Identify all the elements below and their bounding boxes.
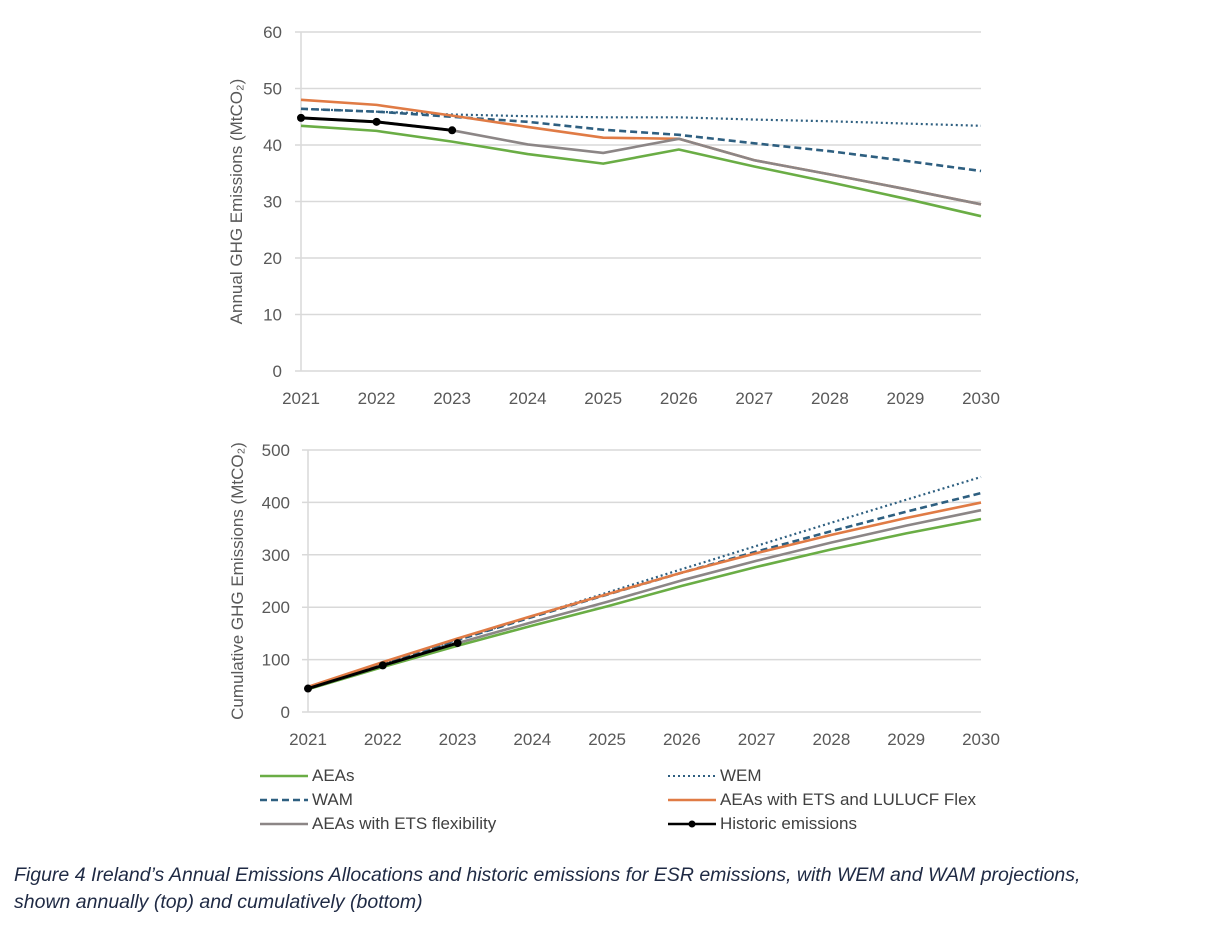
series-line-aeas: [300, 124, 982, 218]
data-point-historic: [378, 661, 387, 670]
y-tick-label: 0: [273, 362, 282, 381]
legend-item-aeas: AEAs: [258, 764, 355, 788]
legend-swatch-aeas-ets: [260, 822, 308, 826]
x-tick-label: 2028: [813, 730, 851, 749]
series-line-wam: [300, 107, 982, 173]
legend-item-aeas-ets: AEAs with ETS flexibility: [258, 812, 496, 836]
x-tick-label: 2027: [735, 389, 773, 408]
y-axis-title: Annual GHG Emissions (MtCO₂): [227, 79, 246, 325]
x-tick-label: 2025: [584, 389, 622, 408]
x-tick-label: 2030: [962, 730, 1000, 749]
x-tick-label: 2024: [513, 730, 551, 749]
caption-line-1: Figure 4 Ireland’s Annual Emissions Allo…: [14, 864, 1081, 886]
y-tick-label: 20: [263, 249, 282, 268]
x-tick-label: 2028: [811, 389, 849, 408]
y-tick-label: 40: [263, 136, 282, 155]
y-tick-label: 100: [262, 651, 290, 670]
y-tick-label: 60: [263, 23, 282, 42]
legend-label: Historic emissions: [720, 814, 857, 833]
x-tick-label: 2025: [588, 730, 626, 749]
legend-label: AEAs: [312, 766, 355, 785]
x-tick-label: 2024: [509, 389, 547, 408]
legend-label: WEM: [720, 766, 762, 785]
legend-label: AEAs with ETS flexibility: [312, 814, 497, 833]
series-line-aeas-ets-lulucf: [307, 501, 982, 689]
legend-swatch-aeas: [260, 774, 308, 778]
y-tick-label: 200: [262, 598, 290, 617]
x-tick-label: 2026: [663, 730, 701, 749]
data-point-historic: [448, 126, 457, 135]
y-tick-label: 300: [262, 546, 290, 565]
series-line-aeas-ets: [300, 116, 982, 206]
legend-swatch-historic: [668, 820, 716, 828]
legend-label: WAM: [312, 790, 353, 809]
data-point-historic: [297, 113, 305, 122]
x-tick-label: 2022: [364, 730, 402, 749]
series-line-aeas-ets: [307, 508, 982, 690]
y-tick-label: 400: [262, 493, 290, 512]
x-tick-label: 2029: [887, 730, 925, 749]
legend-label: AEAs with ETS and LULUCF Flex: [720, 790, 977, 809]
legend-swatch-wam: [260, 798, 308, 802]
legend-item-wam: WAM: [258, 788, 353, 812]
y-tick-label: 500: [262, 441, 290, 460]
data-point-historic: [304, 684, 312, 693]
x-tick-label: 2030: [962, 389, 1000, 408]
x-tick-label: 2023: [439, 730, 477, 749]
legend-swatch-aeas-ets-lulucf: [668, 798, 716, 802]
cumulative-emissions-chart: 0 100 200 300 400 500 2021 2022 2023 2024 2025 2026…: [228, 441, 1000, 749]
x-tick-label: 2022: [358, 389, 396, 408]
series-line-wem: [300, 107, 982, 127]
x-tick-label: 2023: [433, 389, 471, 408]
chart-legend: AEAs WEM WAM AEAs with ETS and LULUCF Fl…: [258, 764, 1018, 840]
legend-item-aeas-ets-lulucf: AEAs with ETS and LULUCF Flex: [666, 788, 976, 812]
y-tick-label: 50: [263, 80, 282, 99]
y-tick-label: 0: [281, 703, 290, 722]
x-tick-label: 2027: [738, 730, 776, 749]
x-tick-label: 2021: [282, 389, 320, 408]
x-tick-label: 2026: [660, 389, 698, 408]
figure-caption: Figure 4 Ireland’s Annual Emissions Allo…: [14, 862, 1224, 916]
legend-swatch-wem: [668, 775, 716, 777]
data-point-historic: [372, 117, 381, 126]
y-tick-label: 10: [263, 306, 282, 325]
series-line-aeas-ets-lulucf: [300, 98, 982, 206]
y-axis-title: Cumulative GHG Emissions (MtCO₂): [228, 442, 247, 720]
legend-item-wem: WEM: [666, 764, 762, 788]
data-point-historic: [453, 639, 462, 648]
legend-item-historic: Historic emissions: [666, 812, 857, 836]
y-tick-label: 30: [263, 193, 282, 212]
series-line-aeas: [307, 517, 982, 691]
caption-line-2: shown annually (top) and cumulatively (b…: [14, 891, 423, 913]
x-tick-label: 2021: [289, 730, 327, 749]
x-tick-label: 2029: [887, 389, 925, 408]
